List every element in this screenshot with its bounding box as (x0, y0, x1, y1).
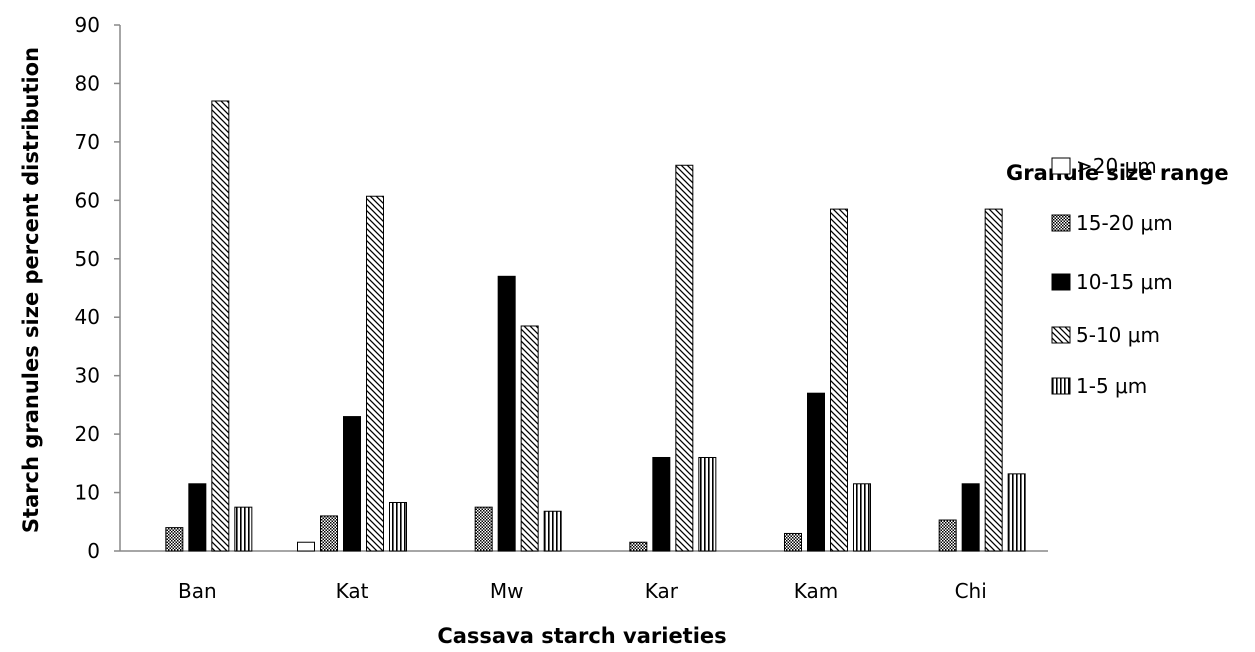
y-tick-label: 60 (75, 188, 100, 212)
bar-ban-3 (211, 100, 230, 552)
bar-ban-1 (165, 527, 184, 552)
legend-entry: 5-10 μm (1076, 323, 1160, 347)
bar-chi-4 (1007, 473, 1026, 552)
x-tick-label: Chi (955, 579, 987, 603)
legend: Granule size range >20 μm 15-20 μm 10-15 μ… (1006, 154, 1229, 398)
category-labels: Ban Kat Mw Kar Kam Chi (178, 579, 987, 603)
bars (165, 100, 1026, 552)
x-tick-label: Mw (490, 579, 524, 603)
legend-entry: >20 μm (1076, 154, 1157, 178)
bar-mw-2 (497, 275, 516, 552)
y-tick-label: 80 (75, 71, 100, 95)
legend-swatch (1051, 214, 1071, 232)
legend-swatch (1051, 326, 1071, 344)
x-tick-label: Kam (794, 579, 839, 603)
bar-kam-2 (807, 392, 825, 552)
legend-swatch (1051, 273, 1071, 291)
y-tick-label: 10 (75, 481, 100, 505)
bar-ban-4 (234, 506, 253, 552)
legend-swatch (1051, 377, 1071, 395)
y-axis-title: Starch granules size percent distributio… (19, 47, 43, 533)
x-tick-label: Kar (645, 579, 679, 603)
bar-mw-3 (520, 325, 539, 552)
legend-entry: 1-5 μm (1076, 374, 1147, 398)
bar-kam-3 (830, 208, 848, 552)
bar-kar-2 (652, 456, 671, 552)
y-tick-label: 90 (75, 13, 100, 37)
bar-kat-3 (366, 195, 384, 552)
bar-chi-3 (984, 208, 1003, 552)
bar-kam-1 (784, 532, 802, 552)
bar-kam-4 (853, 483, 871, 552)
bar-kar-4 (698, 456, 717, 552)
bar-kat-1 (320, 515, 338, 552)
x-tick-label: Ban (178, 579, 217, 603)
bar-ban-2 (188, 483, 207, 552)
y-tick-label: 30 (75, 364, 100, 388)
legend-entry: 15-20 μm (1076, 211, 1173, 235)
y-tick-label: 20 (75, 422, 100, 446)
bar-kar-3 (675, 164, 694, 552)
legend-title: Granule size range (1006, 161, 1229, 185)
bar-mw-1 (474, 506, 493, 552)
y-axis: 0 10 20 30 40 50 60 70 80 90 (75, 13, 121, 563)
bar-mw-4 (543, 510, 562, 552)
bar-kar-1 (629, 541, 648, 552)
bar-kat-0 (297, 541, 315, 552)
bar-kat-2 (343, 416, 361, 552)
x-axis-title: Cassava starch varieties (437, 624, 726, 648)
y-tick-label: 40 (75, 305, 100, 329)
bar-kat-4 (389, 501, 407, 552)
x-tick-label: Kat (336, 579, 369, 603)
legend-swatch (1051, 157, 1071, 175)
bar-chi-2 (961, 483, 980, 552)
y-tick-label: 70 (75, 130, 100, 154)
y-tick-label: 50 (75, 247, 100, 271)
bar-chi-1 (938, 519, 957, 552)
legend-entry: 10-15 μm (1076, 270, 1173, 294)
y-tick-label: 0 (87, 539, 100, 563)
